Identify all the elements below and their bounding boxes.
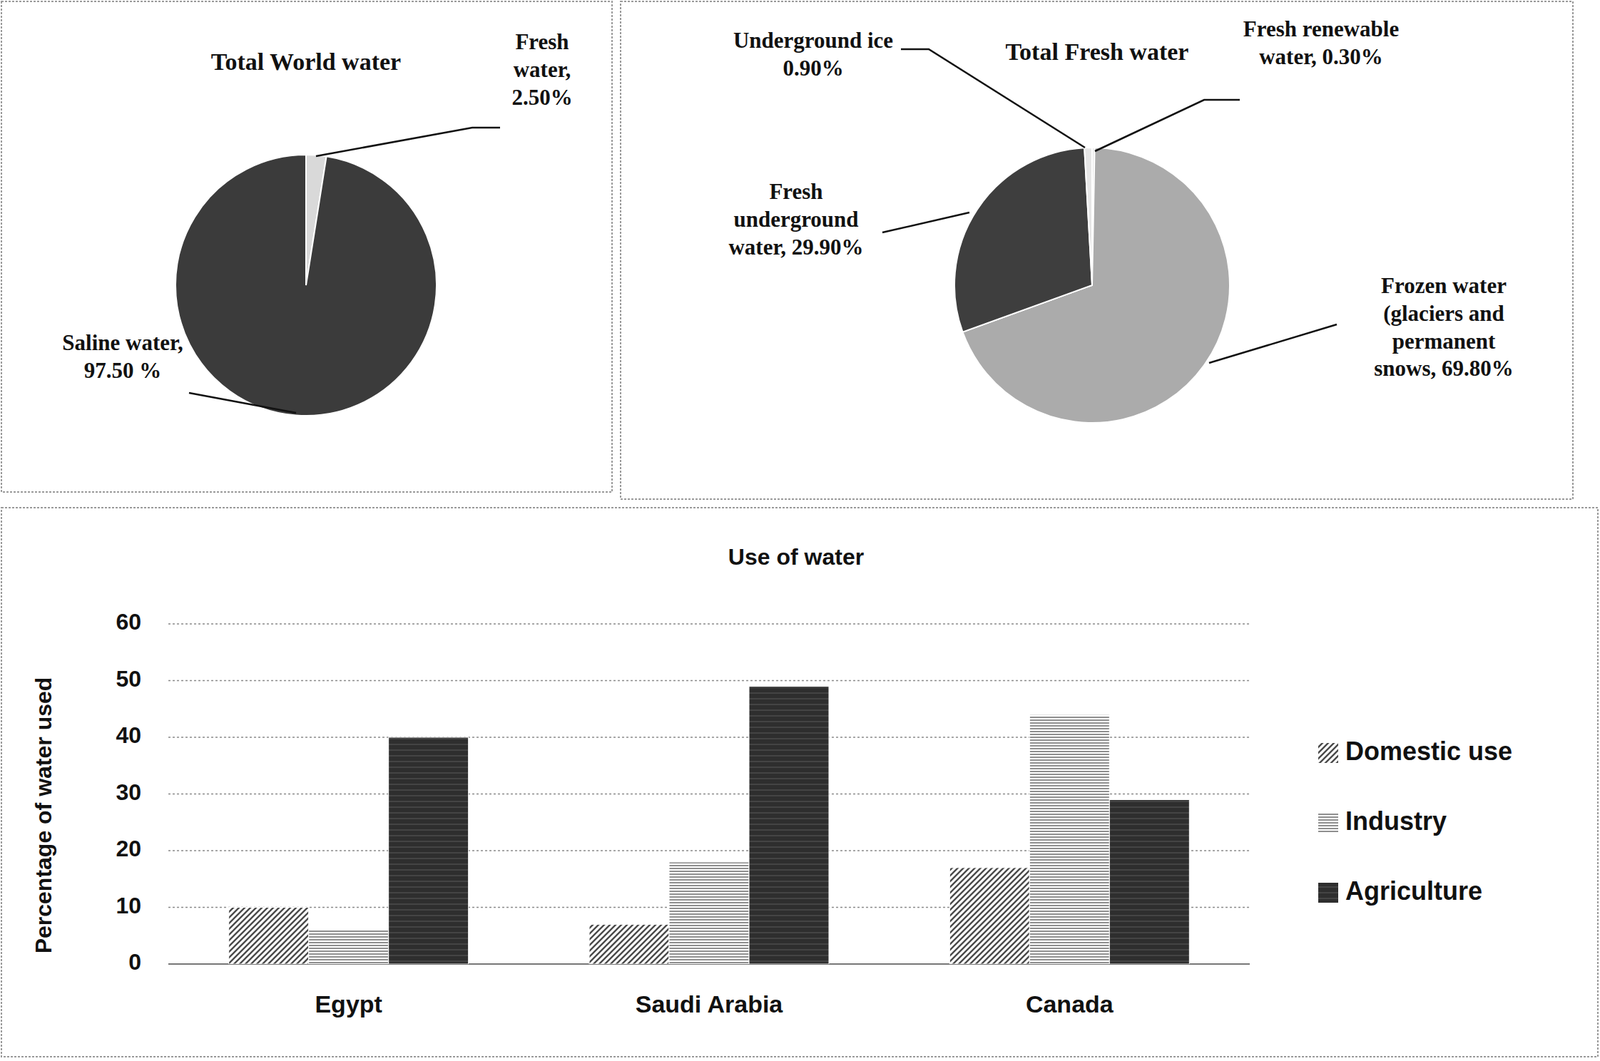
legend-swatch xyxy=(1318,813,1339,834)
panel-frame xyxy=(1,507,1598,1058)
tick-label: 50 xyxy=(115,666,142,692)
bar xyxy=(669,862,749,965)
legend-label: Industry xyxy=(1345,806,1447,837)
bar xyxy=(748,686,829,965)
stage: Total World water Total Fresh water Use of… xyxy=(0,0,1600,1061)
leader-line xyxy=(1209,324,1337,364)
legend-label: Domestic use xyxy=(1345,736,1513,767)
slice-label: Fresh underground water, 29.90% xyxy=(721,178,871,262)
chart-title: Use of water xyxy=(728,544,864,570)
category-label: Canada xyxy=(1025,990,1115,1018)
pie-slice xyxy=(954,147,1093,332)
bar xyxy=(1109,799,1190,965)
tick-label: 30 xyxy=(115,779,142,806)
page: Total World water Total Fresh water Use of… xyxy=(0,0,1600,1061)
slice-label: Saline water, 97.50 % xyxy=(62,329,184,386)
grid-line xyxy=(168,680,1250,682)
bar xyxy=(388,737,469,965)
leader-line xyxy=(316,127,501,157)
bar xyxy=(308,930,389,965)
panel-frame xyxy=(1,1,613,493)
tick-label: 10 xyxy=(115,893,142,919)
tick-label: 0 xyxy=(128,949,142,976)
bar xyxy=(1029,714,1110,965)
pie-slice xyxy=(175,154,437,416)
leader-line xyxy=(900,49,1085,148)
axis-label: Percentage of water used xyxy=(30,677,57,955)
leader-line xyxy=(189,393,297,414)
category-label: Egypt xyxy=(314,990,382,1018)
bar xyxy=(949,868,1030,965)
slice-label: Fresh renewable water, 0.30% xyxy=(1239,15,1404,72)
pie-slice xyxy=(1084,147,1093,286)
slice-label: Fresh water, 2.50% xyxy=(485,28,600,112)
bars xyxy=(228,686,1190,965)
grid-line xyxy=(168,623,1250,625)
legend-swatch xyxy=(1318,883,1339,904)
leader-line xyxy=(1094,99,1240,152)
legend-swatch xyxy=(1318,743,1339,764)
chart-title: Total World water xyxy=(211,48,401,75)
panel-frame xyxy=(620,1,1573,500)
chart-title: Total Fresh water xyxy=(1005,38,1190,65)
tick-label: 20 xyxy=(115,836,142,862)
tick-label: 40 xyxy=(115,722,142,749)
legend-label: Agriculture xyxy=(1345,876,1483,906)
pie xyxy=(175,154,437,416)
leader-line xyxy=(882,212,970,233)
slice-label: Underground ice 0.90% xyxy=(724,27,903,83)
tick-label: 60 xyxy=(115,609,142,635)
bar xyxy=(589,924,670,965)
pie xyxy=(954,147,1230,424)
bar xyxy=(228,908,309,966)
slice-label: Frozen water (glaciers and permanent sno… xyxy=(1361,272,1526,384)
category-label: Saudi Arabia xyxy=(635,990,784,1018)
